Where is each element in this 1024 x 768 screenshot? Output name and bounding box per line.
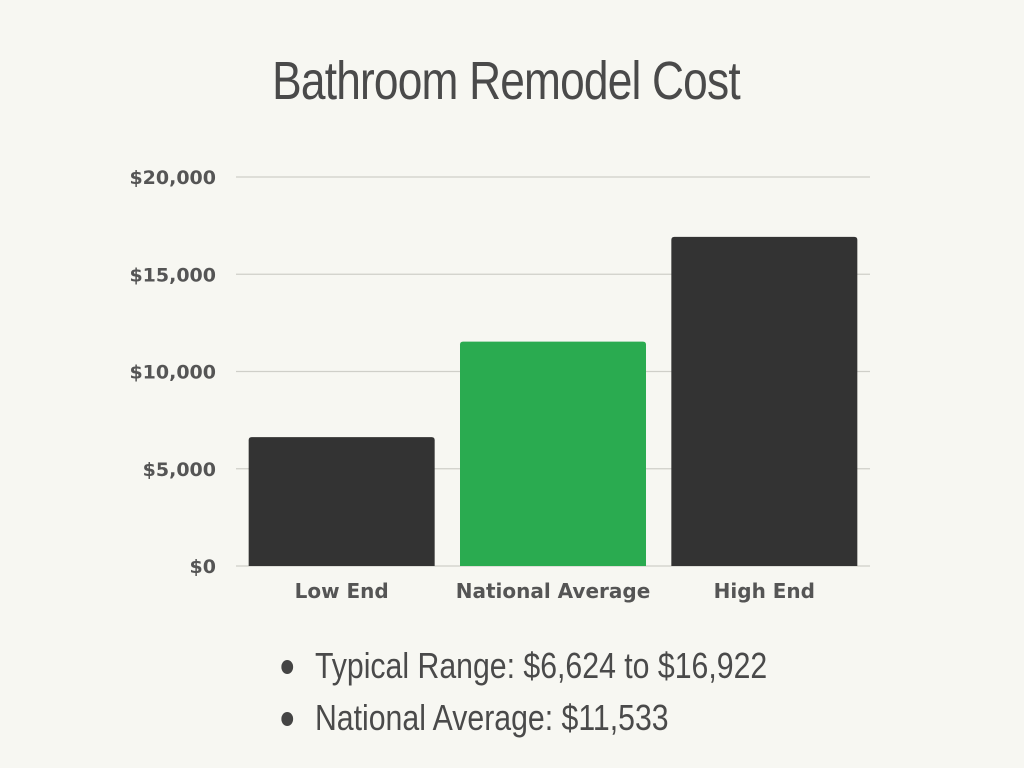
bullet-dot-icon: [281, 660, 294, 674]
bullet-text: Typical Range: $6,624 to $16,922: [314, 645, 768, 686]
x-category-label: National Average: [456, 579, 651, 603]
bullet-text: National Average: $11,533: [314, 697, 669, 738]
y-tick-label: $5,000: [143, 459, 216, 481]
chart-title: Bathroom Remodel Cost: [272, 51, 740, 111]
bullet-national-average: National Average: $11,533: [278, 692, 767, 744]
y-tick-label: $20,000: [129, 167, 216, 189]
bar-low-end: [248, 437, 435, 566]
bullet-typical-range: Typical Range: $6,624 to $16,922: [278, 640, 767, 692]
bar-high-end: [671, 236, 858, 566]
y-tick-label: $10,000: [129, 362, 216, 384]
x-axis-category-labels: Low End National Average High End: [295, 579, 815, 603]
y-tick-label: $0: [190, 556, 216, 578]
bar-chart: $0 $5,000 $10,000 $15,000 $20,000 Low End Nat…: [129, 167, 870, 603]
bar-national-average: [460, 341, 646, 566]
x-category-label: Low End: [295, 579, 389, 603]
bullet-dot-icon: [281, 712, 294, 726]
y-tick-label: $15,000: [129, 264, 216, 286]
bars: [248, 236, 858, 566]
x-category-label: High End: [714, 579, 815, 603]
y-axis-tick-labels: $0 $5,000 $10,000 $15,000 $20,000: [129, 167, 216, 578]
summary-bullets: Typical Range: $6,624 to $16,922 Nationa…: [278, 640, 860, 744]
